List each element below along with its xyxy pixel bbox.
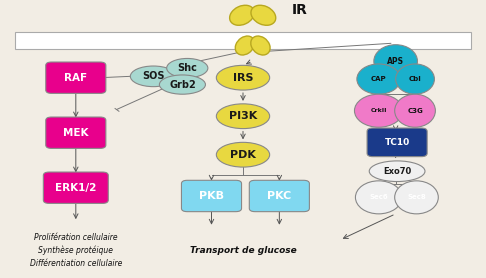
Ellipse shape <box>369 161 425 182</box>
FancyBboxPatch shape <box>367 128 427 157</box>
Ellipse shape <box>216 65 270 90</box>
Ellipse shape <box>251 5 276 25</box>
Text: Prolifération cellulaire
Synthèse protéique
Différentiation cellulaire: Prolifération cellulaire Synthèse protéi… <box>30 233 122 268</box>
Ellipse shape <box>395 181 438 214</box>
FancyBboxPatch shape <box>46 62 106 93</box>
Text: SOS: SOS <box>142 71 165 81</box>
Text: RAF: RAF <box>64 73 87 83</box>
Text: APS: APS <box>387 57 404 66</box>
Text: Sec6: Sec6 <box>369 194 388 200</box>
Ellipse shape <box>167 58 208 78</box>
Ellipse shape <box>235 36 255 55</box>
Text: Cbl: Cbl <box>409 76 421 82</box>
Ellipse shape <box>357 64 400 94</box>
Text: Grb2: Grb2 <box>169 80 196 90</box>
Text: Sec8: Sec8 <box>407 194 426 200</box>
FancyBboxPatch shape <box>181 180 242 212</box>
FancyBboxPatch shape <box>46 117 106 148</box>
Text: C3G: C3G <box>407 108 423 114</box>
Ellipse shape <box>159 75 206 94</box>
FancyBboxPatch shape <box>43 172 108 203</box>
Text: Exo70: Exo70 <box>383 167 411 176</box>
Ellipse shape <box>216 104 270 129</box>
Text: TC10: TC10 <box>384 138 410 147</box>
Ellipse shape <box>374 45 417 78</box>
Text: PI3K: PI3K <box>229 111 257 121</box>
Ellipse shape <box>130 66 176 87</box>
Text: PDK: PDK <box>230 150 256 160</box>
Ellipse shape <box>229 5 255 25</box>
Text: PKC: PKC <box>267 191 292 201</box>
Text: CAP: CAP <box>371 76 386 82</box>
Ellipse shape <box>216 142 270 167</box>
Text: IRS: IRS <box>233 73 253 83</box>
Ellipse shape <box>354 94 403 127</box>
FancyBboxPatch shape <box>249 180 310 212</box>
Text: Shc: Shc <box>177 63 197 73</box>
Ellipse shape <box>355 181 402 214</box>
Ellipse shape <box>395 94 435 127</box>
Text: IR: IR <box>292 3 307 17</box>
Text: MEK: MEK <box>63 128 88 138</box>
Text: ERK1/2: ERK1/2 <box>55 183 97 193</box>
Text: CrkII: CrkII <box>370 108 387 113</box>
Ellipse shape <box>396 64 434 94</box>
Text: PKB: PKB <box>199 191 224 201</box>
FancyBboxPatch shape <box>15 32 471 49</box>
Text: Transport de glucose: Transport de glucose <box>190 247 296 255</box>
Ellipse shape <box>251 36 270 55</box>
